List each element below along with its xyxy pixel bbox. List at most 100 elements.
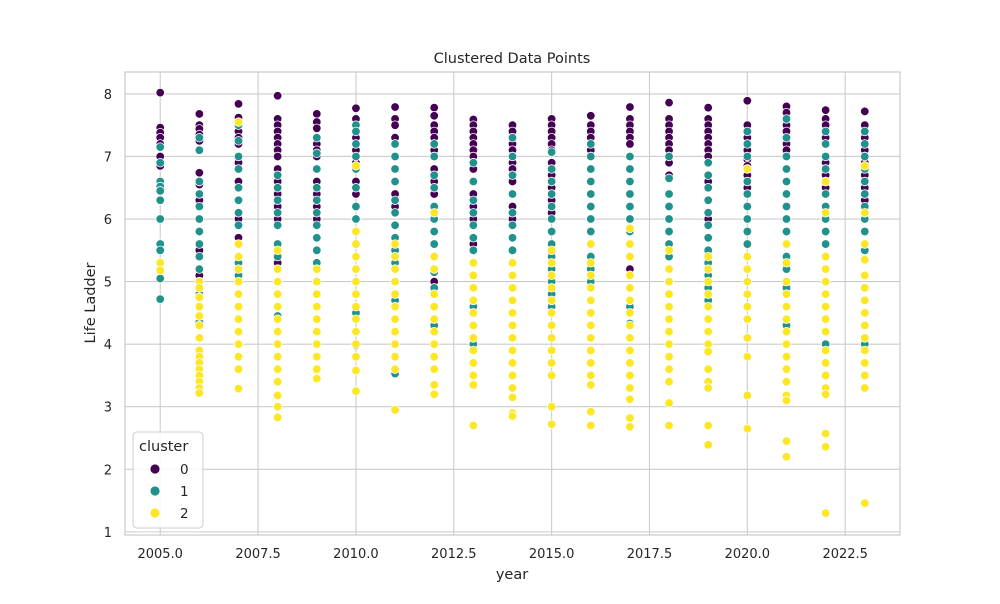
y-tick-label: 5 bbox=[104, 276, 112, 291]
data-point bbox=[664, 420, 674, 431]
data-point bbox=[781, 314, 792, 324]
data-point bbox=[233, 239, 244, 249]
data-point bbox=[351, 151, 361, 162]
data-point bbox=[781, 189, 792, 199]
data-point bbox=[194, 226, 205, 237]
data-point bbox=[860, 176, 870, 187]
data-point bbox=[546, 345, 557, 356]
x-tick-label: 2005.0 bbox=[137, 547, 183, 562]
data-point bbox=[233, 183, 244, 193]
data-point bbox=[468, 158, 479, 168]
data-point bbox=[703, 440, 713, 450]
data-point bbox=[781, 151, 792, 162]
data-point bbox=[194, 292, 205, 302]
data-point bbox=[820, 139, 831, 149]
data-point bbox=[233, 151, 244, 162]
data-point bbox=[742, 289, 753, 299]
data-point bbox=[664, 97, 674, 108]
data-point bbox=[194, 214, 205, 224]
series-cluster-2 bbox=[155, 117, 870, 518]
data-point bbox=[351, 276, 361, 287]
data-point bbox=[781, 436, 792, 446]
data-point bbox=[155, 87, 165, 98]
data-point bbox=[429, 251, 439, 262]
data-point bbox=[820, 105, 831, 115]
data-point bbox=[860, 270, 870, 281]
data-point bbox=[194, 388, 205, 398]
data-point bbox=[742, 264, 753, 274]
data-points bbox=[155, 87, 870, 518]
data-point bbox=[860, 208, 870, 218]
data-point bbox=[703, 220, 713, 230]
data-point bbox=[194, 201, 205, 212]
data-point bbox=[625, 189, 635, 199]
data-point bbox=[351, 103, 361, 113]
data-point bbox=[312, 148, 322, 159]
data-point bbox=[351, 301, 361, 312]
data-point bbox=[155, 214, 165, 224]
data-point bbox=[586, 201, 596, 212]
x-tick-label: 2022.5 bbox=[822, 547, 868, 562]
data-point bbox=[468, 358, 479, 368]
data-point bbox=[233, 164, 244, 174]
data-point bbox=[781, 132, 792, 143]
data-point bbox=[272, 195, 283, 205]
data-point bbox=[468, 283, 479, 293]
data-point bbox=[546, 270, 557, 281]
data-point bbox=[507, 333, 518, 343]
data-point bbox=[194, 145, 205, 155]
data-point bbox=[429, 208, 439, 218]
data-point bbox=[860, 370, 870, 381]
data-point bbox=[586, 176, 596, 187]
data-point bbox=[820, 345, 831, 356]
data-point bbox=[429, 102, 439, 113]
data-point bbox=[742, 251, 753, 262]
data-point bbox=[429, 264, 439, 274]
data-point bbox=[155, 158, 165, 168]
data-point bbox=[507, 283, 518, 293]
data-point bbox=[586, 189, 596, 199]
data-point bbox=[625, 176, 635, 187]
data-point bbox=[664, 339, 674, 349]
data-point bbox=[664, 377, 674, 387]
data-point bbox=[429, 339, 439, 349]
data-point bbox=[625, 308, 635, 318]
data-point bbox=[507, 151, 518, 162]
data-point bbox=[546, 147, 557, 157]
data-point bbox=[312, 132, 322, 143]
data-point bbox=[781, 239, 792, 249]
data-point bbox=[860, 239, 870, 249]
data-point bbox=[546, 245, 557, 256]
series-cluster-1 bbox=[155, 114, 870, 379]
data-point bbox=[820, 358, 831, 368]
data-point bbox=[429, 314, 439, 324]
data-point bbox=[546, 258, 557, 268]
data-point bbox=[820, 208, 831, 218]
data-point bbox=[664, 326, 674, 337]
data-point bbox=[233, 208, 244, 218]
data-point bbox=[742, 423, 753, 434]
data-point bbox=[664, 398, 674, 408]
data-point bbox=[586, 214, 596, 224]
data-point bbox=[351, 183, 361, 193]
data-point bbox=[507, 258, 518, 268]
data-point bbox=[468, 370, 479, 381]
data-point bbox=[742, 314, 753, 324]
data-point bbox=[625, 422, 635, 432]
data-point bbox=[625, 370, 635, 381]
data-point bbox=[586, 270, 596, 281]
data-point bbox=[312, 326, 322, 337]
data-point bbox=[664, 301, 674, 312]
data-point bbox=[742, 301, 753, 312]
data-point bbox=[703, 326, 713, 337]
y-tick-label: 4 bbox=[104, 338, 112, 353]
data-point bbox=[233, 301, 244, 312]
data-point bbox=[860, 255, 870, 265]
data-point bbox=[820, 301, 831, 312]
data-point bbox=[625, 102, 635, 112]
legend-box bbox=[132, 431, 204, 529]
legend-title: cluster bbox=[139, 439, 188, 455]
data-point bbox=[468, 345, 479, 356]
data-point bbox=[155, 245, 165, 256]
data-point bbox=[507, 392, 518, 403]
